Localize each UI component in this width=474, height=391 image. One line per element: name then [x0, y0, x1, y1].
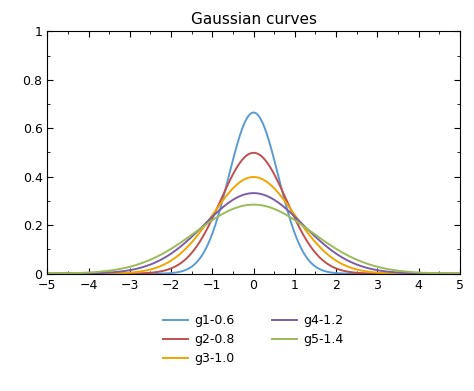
Title: Gaussian curves: Gaussian curves	[191, 13, 317, 27]
g5-1.4	[251, 202, 256, 207]
g1-0.6	[445, 271, 451, 276]
g1-0.6	[457, 271, 463, 276]
g5-1.4	[445, 271, 451, 276]
g4-1.2	[45, 271, 50, 276]
g2-0.8	[45, 271, 50, 276]
g4-1.2	[234, 195, 240, 200]
g1-0.6	[445, 271, 451, 276]
g2-0.8	[445, 271, 451, 276]
g3-1.0	[445, 271, 451, 276]
g5-1.4	[65, 271, 71, 276]
g3-1.0	[369, 270, 375, 274]
g1-0.6	[251, 110, 256, 115]
g5-1.4	[245, 203, 251, 207]
g1-0.6	[45, 271, 50, 276]
g4-1.2	[369, 267, 375, 271]
g2-0.8	[234, 165, 240, 170]
g1-0.6	[65, 271, 71, 276]
Legend: g1-0.6, g2-0.8, g3-1.0, g4-1.2, g5-1.4: g1-0.6, g2-0.8, g3-1.0, g4-1.2, g5-1.4	[163, 314, 344, 365]
g2-0.8	[445, 271, 451, 276]
g1-0.6	[245, 114, 251, 119]
Line: g2-0.8: g2-0.8	[47, 153, 460, 274]
Line: g5-1.4: g5-1.4	[47, 204, 460, 274]
g5-1.4	[234, 205, 240, 210]
Line: g1-0.6: g1-0.6	[47, 113, 460, 274]
g1-0.6	[369, 271, 375, 276]
g2-0.8	[245, 152, 251, 157]
Line: g3-1.0: g3-1.0	[47, 177, 460, 274]
g2-0.8	[369, 271, 375, 276]
g2-0.8	[457, 271, 463, 276]
g4-1.2	[65, 271, 71, 276]
g1-0.6	[234, 143, 240, 147]
g5-1.4	[457, 271, 463, 276]
g2-0.8	[251, 151, 256, 155]
g3-1.0	[65, 271, 71, 276]
g3-1.0	[445, 271, 451, 276]
g4-1.2	[457, 271, 463, 276]
g3-1.0	[457, 271, 463, 276]
g3-1.0	[251, 175, 256, 179]
g4-1.2	[445, 271, 451, 276]
g5-1.4	[45, 271, 50, 276]
g4-1.2	[245, 191, 251, 196]
g4-1.2	[445, 271, 451, 276]
g4-1.2	[251, 191, 256, 196]
g2-0.8	[65, 271, 71, 276]
g3-1.0	[45, 271, 50, 276]
g5-1.4	[369, 263, 375, 268]
g3-1.0	[245, 176, 251, 180]
Line: g4-1.2: g4-1.2	[47, 193, 460, 274]
g3-1.0	[234, 182, 240, 187]
g5-1.4	[445, 271, 451, 276]
